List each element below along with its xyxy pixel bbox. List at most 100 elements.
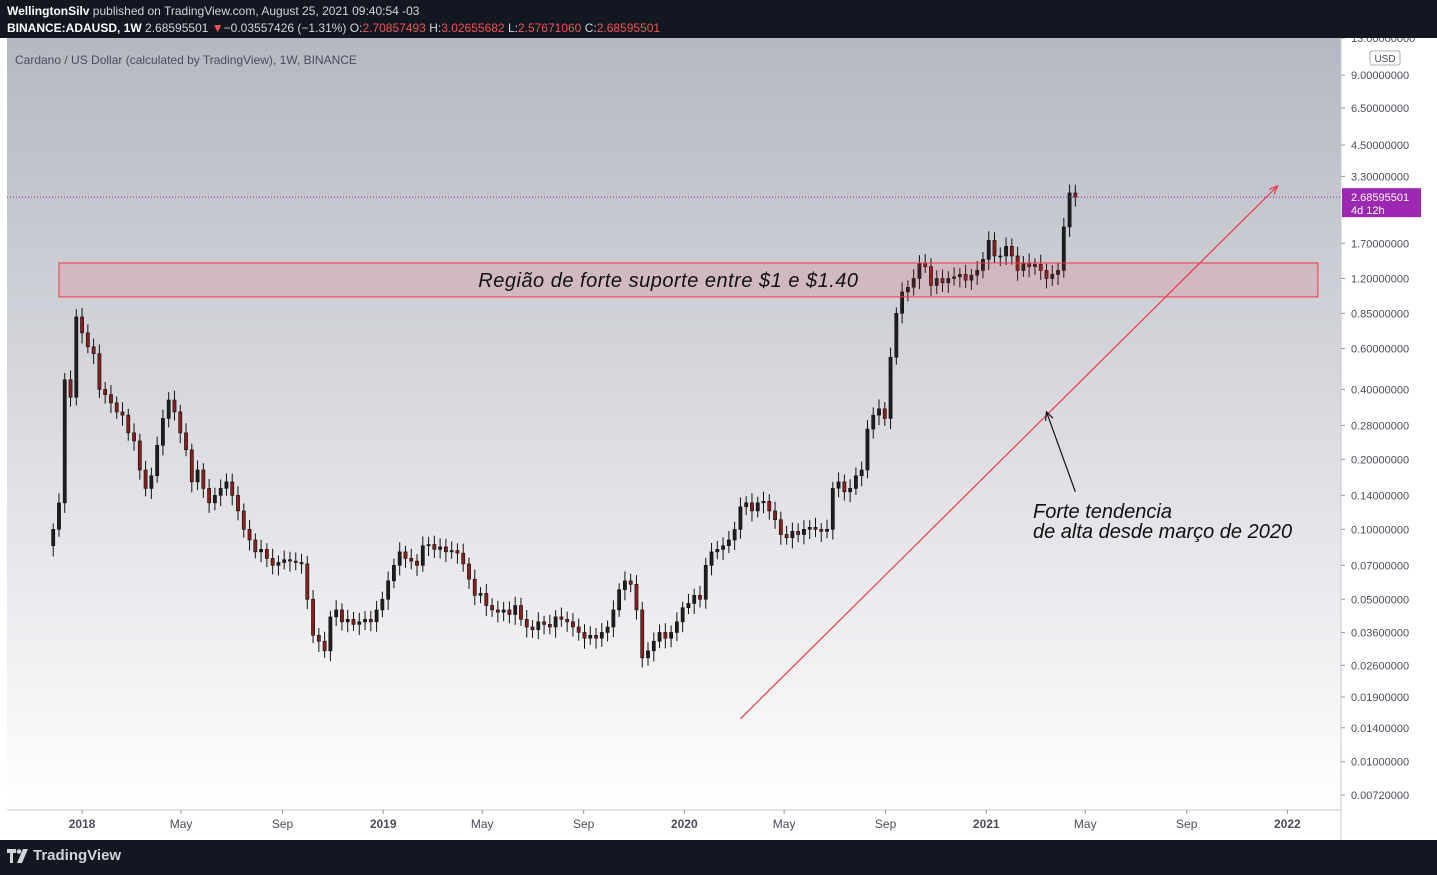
candle-body (825, 529, 829, 532)
candle (311, 590, 315, 644)
candle-body (218, 488, 223, 496)
candle-body (542, 621, 546, 625)
time-tick-label: 2022 (1274, 817, 1301, 831)
candle (992, 232, 997, 263)
candle-body (161, 418, 165, 446)
candle-body (166, 399, 171, 419)
candle (91, 338, 96, 365)
candle (438, 538, 443, 559)
candle (726, 530, 731, 554)
candle (455, 543, 460, 564)
candle-body (611, 609, 616, 628)
candle (911, 269, 916, 296)
candle (929, 258, 933, 296)
candle-body (316, 634, 321, 642)
candle (120, 402, 125, 426)
support-zone-rect[interactable] (58, 262, 1319, 298)
candle-body (270, 558, 275, 566)
support-zone-label: Região de forte suporte entre $1 e $1.40 (478, 270, 858, 292)
candle (547, 614, 552, 635)
author-name[interactable]: WellingtonSilv (7, 4, 90, 18)
candle (161, 409, 165, 456)
low-label: L: (507, 21, 518, 35)
candle (1056, 262, 1060, 286)
candle-body (726, 539, 731, 547)
candle (905, 280, 910, 302)
candle-body (426, 544, 431, 547)
candle-body (132, 432, 136, 442)
candle (519, 597, 523, 626)
candle (946, 271, 951, 294)
candle (264, 543, 269, 568)
trendline[interactable] (739, 185, 1278, 720)
candle-body (126, 414, 131, 434)
candle-body (114, 402, 119, 413)
candle (276, 555, 281, 576)
pointer-arrow (1045, 411, 1076, 493)
candle (686, 593, 691, 615)
candle-body (686, 603, 691, 609)
candle-body (657, 632, 662, 642)
candle (588, 626, 593, 645)
candle-body (559, 616, 564, 620)
candle-body (224, 481, 229, 489)
candle (1067, 184, 1072, 237)
candle (282, 550, 287, 570)
candle (299, 553, 304, 574)
candle-body (969, 274, 974, 281)
candle (721, 537, 725, 560)
price-chart[interactable]: Cardano / US Dollar (calculated by Tradi… (0, 38, 1437, 840)
candle (201, 463, 206, 498)
candle (813, 517, 818, 538)
currency-button[interactable] (1369, 50, 1401, 66)
candle (1061, 218, 1066, 278)
candle-body (149, 475, 154, 489)
candle (172, 390, 177, 421)
candle-body (455, 550, 460, 554)
candle (888, 347, 893, 430)
candle-body (640, 609, 645, 659)
candle-body (484, 593, 489, 606)
candle (328, 610, 333, 662)
candle-body (865, 428, 870, 471)
candle (386, 571, 391, 610)
candle (467, 557, 471, 589)
time-tick-label: Sep (573, 817, 595, 831)
candle-body (74, 316, 79, 398)
time-tick-label: Sep (875, 817, 897, 831)
candle (241, 503, 246, 538)
candle-body (322, 640, 327, 652)
plot-area[interactable] (7, 38, 1341, 810)
tradingview-logo[interactable]: TradingView (7, 847, 121, 864)
time-tick-label: 2018 (69, 817, 96, 831)
candle-body (582, 632, 587, 639)
candle (882, 402, 887, 426)
ohlc-legend: BINANCE:ADAUSD, 1W 2.68595501 ▼−0.035574… (7, 21, 660, 35)
candle (345, 609, 350, 633)
last-value: 2.68595501 (145, 21, 209, 35)
candle (599, 622, 604, 647)
price-axis: 13.00000000 9.00000000 6.50000000 4.5000000… (1340, 38, 1421, 840)
candle (137, 433, 142, 480)
candle-body (374, 609, 379, 623)
candle (750, 493, 754, 522)
candle (368, 610, 373, 632)
candle-body (103, 389, 108, 395)
candle (1009, 238, 1014, 265)
candle (166, 392, 171, 428)
candle (732, 521, 737, 550)
price-tick-label: 9.00000000 (1351, 70, 1409, 82)
candle (461, 543, 466, 572)
candle-body (305, 563, 310, 600)
candle (380, 591, 385, 618)
candle-body (51, 529, 56, 547)
price-tick-label: 13.00000000 (1351, 38, 1415, 45)
candle-body (172, 399, 177, 413)
time-tick-label: Sep (272, 817, 294, 831)
candle (247, 519, 252, 551)
candle-body (975, 270, 980, 276)
candle (149, 467, 154, 500)
candle (132, 423, 136, 451)
candle-body (293, 560, 298, 563)
candle-body (1033, 264, 1037, 267)
